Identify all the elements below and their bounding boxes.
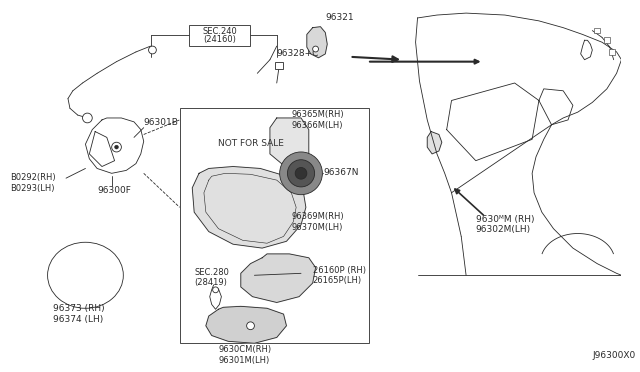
- Polygon shape: [241, 254, 316, 302]
- Text: 96365M(RH)
96366M(LH): 96365M(RH) 96366M(LH): [291, 110, 344, 129]
- Circle shape: [287, 160, 315, 187]
- Text: J96300X0: J96300X0: [592, 351, 636, 360]
- Circle shape: [148, 46, 156, 54]
- Text: SEC.280
(28419): SEC.280 (28419): [194, 267, 229, 287]
- Text: 96367N: 96367N: [323, 169, 359, 177]
- Text: 96301B: 96301B: [144, 118, 179, 127]
- Bar: [189, 25, 250, 46]
- Text: NOT FOR SALE: NOT FOR SALE: [218, 140, 284, 148]
- Text: (24160): (24160): [203, 35, 236, 44]
- Text: 96328+C: 96328+C: [276, 49, 319, 58]
- Circle shape: [212, 287, 218, 293]
- Text: 96300F: 96300F: [97, 186, 131, 195]
- Circle shape: [115, 145, 118, 149]
- Text: B0292(RH)
B0293(LH): B0292(RH) B0293(LH): [10, 173, 55, 193]
- Circle shape: [295, 167, 307, 179]
- Polygon shape: [428, 132, 442, 154]
- Text: 9630ᴹM (RH)
96302M(LH): 9630ᴹM (RH) 96302M(LH): [476, 215, 534, 234]
- Circle shape: [246, 322, 255, 330]
- Bar: [180, 108, 369, 343]
- Ellipse shape: [47, 242, 124, 308]
- Circle shape: [83, 113, 92, 123]
- Circle shape: [111, 142, 122, 152]
- Text: 26160P (RH)
26165P(LH): 26160P (RH) 26165P(LH): [313, 266, 365, 285]
- Text: 96373 (RH)
96374 (LH): 96373 (RH) 96374 (LH): [53, 304, 105, 324]
- Bar: [604, 37, 610, 43]
- Bar: [595, 28, 600, 33]
- Text: 9630CM(RH)
96301M(LH): 9630CM(RH) 96301M(LH): [218, 345, 271, 365]
- Text: 96369M(RH)
96370M(LH): 96369M(RH) 96370M(LH): [291, 212, 344, 231]
- Text: 96321: 96321: [325, 13, 354, 22]
- Bar: [609, 49, 614, 55]
- Circle shape: [280, 152, 323, 195]
- Bar: [275, 62, 283, 70]
- Circle shape: [313, 46, 319, 52]
- Text: SEC.240: SEC.240: [202, 27, 237, 36]
- Polygon shape: [270, 118, 308, 164]
- Polygon shape: [307, 27, 327, 58]
- Polygon shape: [206, 307, 287, 343]
- Polygon shape: [192, 167, 306, 248]
